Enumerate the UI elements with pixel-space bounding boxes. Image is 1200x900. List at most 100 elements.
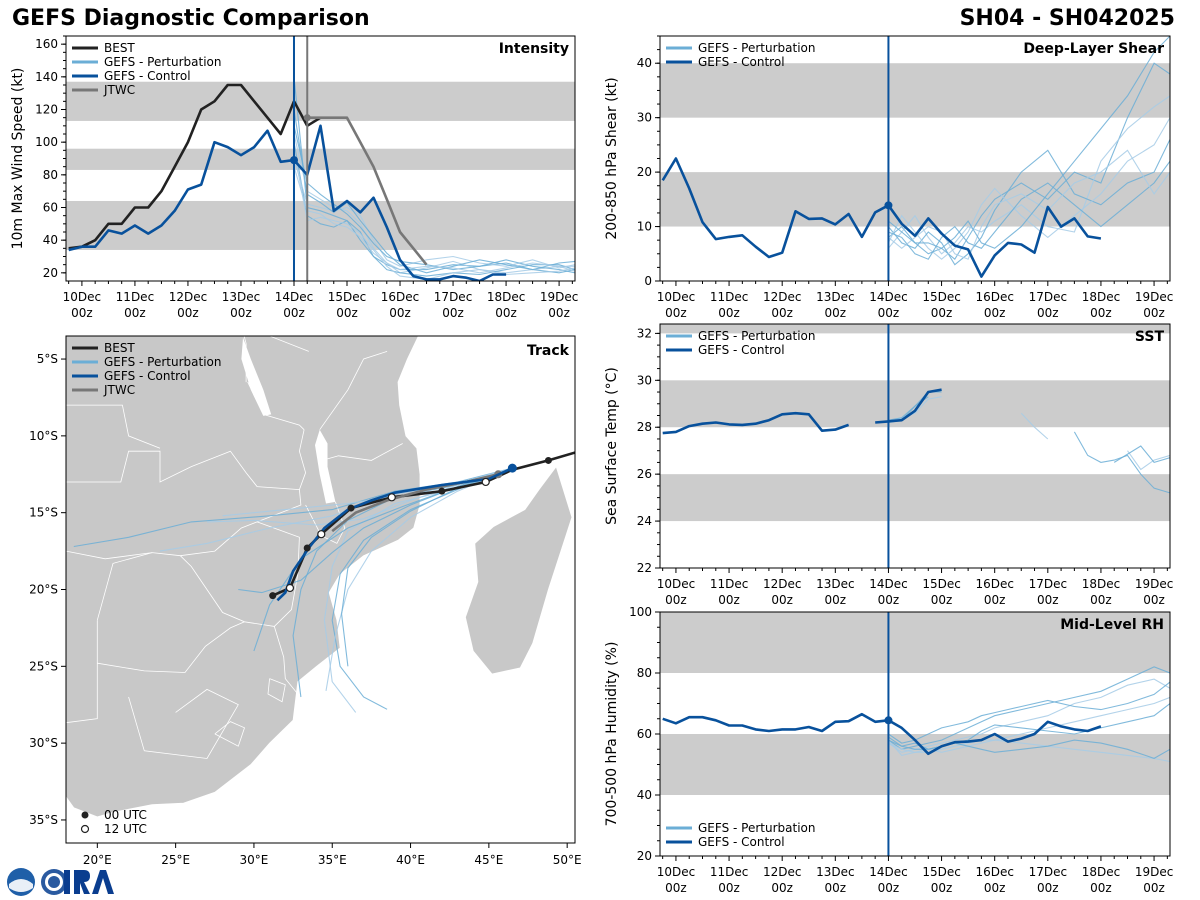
lat-tick-label: 10°S xyxy=(29,429,58,443)
legend-12utc-label: 12 UTC xyxy=(104,822,147,836)
best-12utc-marker xyxy=(317,530,326,539)
x-tick-hour: 00z xyxy=(984,306,1006,320)
rh-plot-area xyxy=(662,666,1170,763)
perturbation-line xyxy=(293,125,575,274)
lake-tanganyika xyxy=(241,337,272,416)
control-start-marker xyxy=(507,463,517,473)
country-border xyxy=(319,351,388,430)
x-tick-hour: 00z xyxy=(336,306,358,320)
lon-tick-label: 45°E xyxy=(474,853,503,867)
x-tick-hour: 00z xyxy=(1143,881,1165,895)
y-tick-label: 30 xyxy=(637,111,652,125)
threshold-band xyxy=(660,474,1170,522)
x-tick-date: 13Dec xyxy=(222,290,261,304)
y-tick-label: 30 xyxy=(637,373,652,387)
perturbation-line xyxy=(887,117,1170,260)
x-tick-date: 19Dec xyxy=(540,290,579,304)
lat-tick-label: 15°S xyxy=(29,506,58,520)
x-tick-date: 15Dec xyxy=(922,865,961,879)
x-tick-date: 10Dec xyxy=(63,290,102,304)
x-tick-hour: 00z xyxy=(878,306,900,320)
y-tick-label: 0 xyxy=(644,274,652,288)
perturbation-line xyxy=(293,109,575,274)
x-tick-hour: 00z xyxy=(1037,881,1059,895)
legend-label: BEST xyxy=(104,41,135,55)
y-tick-label: 100 xyxy=(629,605,652,619)
legend-label: JTWC xyxy=(103,83,135,97)
country-border xyxy=(96,552,153,621)
x-tick-date: 15Dec xyxy=(922,290,961,304)
perturbation-line xyxy=(888,62,1170,261)
legend-label: BEST xyxy=(104,341,135,355)
x-tick-hour: 00z xyxy=(1090,306,1112,320)
y-axis-label: 10m Max Wind Speed (kt) xyxy=(10,68,26,250)
intensity-plot-area xyxy=(68,76,575,281)
perturbation-line xyxy=(888,36,1170,249)
x-tick-hour: 00z xyxy=(984,881,1006,895)
x-tick-hour: 00z xyxy=(878,593,900,607)
lon-tick-label: 40°E xyxy=(396,853,425,867)
x-tick-date: 18Dec xyxy=(1082,577,1121,591)
gefs-line xyxy=(662,712,1102,756)
perturbation-line xyxy=(1020,412,1049,440)
panel-title: Intensity xyxy=(499,41,569,57)
perturbation-line xyxy=(888,696,1170,753)
threshold-band xyxy=(660,612,1170,673)
x-tick-date: 12Dec xyxy=(169,290,208,304)
y-tick-label: 20 xyxy=(637,165,652,179)
x-tick-date: 11Dec xyxy=(710,865,749,879)
best-12utc-marker xyxy=(387,493,396,502)
x-tick-hour: 00z xyxy=(771,881,793,895)
threshold-band xyxy=(660,63,1170,118)
gefs-line xyxy=(875,388,942,424)
lon-tick-label: 25°E xyxy=(161,853,190,867)
x-tick-hour: 00z xyxy=(124,306,146,320)
x-tick-date: 10Dec xyxy=(657,865,696,879)
x-tick-hour: 00z xyxy=(931,593,953,607)
legend-label: JTWC xyxy=(103,383,135,397)
x-tick-date: 12Dec xyxy=(763,865,802,879)
best--line xyxy=(306,116,322,127)
lat-tick-label: 35°S xyxy=(29,813,58,827)
y-tick-label: 140 xyxy=(35,70,58,84)
x-tick-date: 19Dec xyxy=(1135,577,1174,591)
x-tick-date: 11Dec xyxy=(710,577,749,591)
rh-panel: 20 40 60 80 100 10Dec 00z 11Dec 00z 12Dec 00z 13Dec… xyxy=(604,605,1173,895)
x-tick-hour: 00z xyxy=(1037,306,1059,320)
x-tick-date: 13Dec xyxy=(816,865,855,879)
x-tick-hour: 00z xyxy=(665,593,687,607)
intensity-panel: 20 40 60 80 100 120 140 160 10Dec 00z 11Dec 00z 12De… xyxy=(10,35,579,320)
x-tick-hour: 00z xyxy=(825,306,847,320)
threshold-band xyxy=(66,148,575,170)
y-tick-label: 80 xyxy=(43,168,58,182)
perturbation-line xyxy=(293,133,575,274)
legend-label: GEFS - Control xyxy=(104,69,191,83)
x-tick-hour: 00z xyxy=(495,306,517,320)
x-tick-hour: 00z xyxy=(665,306,687,320)
x-tick-date: 11Dec xyxy=(710,290,749,304)
x-tick-hour: 00z xyxy=(825,881,847,895)
country-border xyxy=(327,443,403,461)
legend-label: GEFS - Perturbation xyxy=(698,41,815,55)
country-border xyxy=(66,620,98,724)
gefs-line xyxy=(662,411,850,435)
x-tick-date: 17Dec xyxy=(1029,577,1068,591)
x-tick-hour: 00z xyxy=(984,593,1006,607)
x-tick-date: 14Dec xyxy=(275,290,314,304)
x-tick-hour: 00z xyxy=(825,593,847,607)
x-tick-hour: 00z xyxy=(1037,593,1059,607)
legend-label: GEFS - Control xyxy=(698,55,785,69)
perturbation-line xyxy=(888,149,1170,260)
country-border xyxy=(267,678,286,703)
panel-title: Mid-Level RH xyxy=(1060,617,1164,633)
x-tick-date: 14Dec xyxy=(869,865,908,879)
x-tick-hour: 00z xyxy=(878,881,900,895)
x-tick-date: 13Dec xyxy=(816,290,855,304)
perturbation-line xyxy=(1113,445,1170,464)
x-tick-hour: 00z xyxy=(1143,306,1165,320)
